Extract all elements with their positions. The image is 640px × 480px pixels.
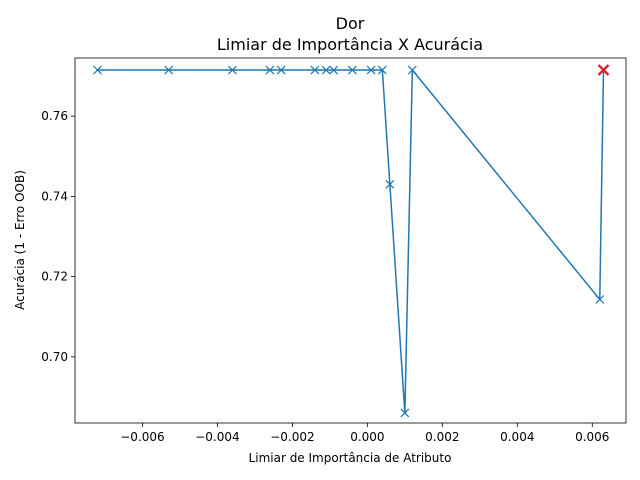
data-point xyxy=(329,65,339,75)
data-point xyxy=(407,65,417,75)
data-point xyxy=(366,65,376,75)
y-tick-label: 0.70 xyxy=(41,350,68,364)
data-point xyxy=(276,65,286,75)
plot-area: −0.006 −0.004 −0.002 0.000 0.002 0.004 0.006 0.… xyxy=(41,57,627,444)
data-point xyxy=(385,179,395,189)
y-tick-label: 0.74 xyxy=(41,189,68,203)
axes-frame xyxy=(74,57,627,424)
data-point xyxy=(93,65,102,75)
x-tick-label: 0.006 xyxy=(575,430,609,444)
data-point xyxy=(310,65,320,75)
y-axis-label: Acurácia (1 - Erro OOB) xyxy=(13,170,27,310)
x-tick-label: −0.004 xyxy=(195,430,239,444)
x-tick-label: 0.004 xyxy=(500,430,534,444)
y-tick-label: 0.72 xyxy=(41,270,68,284)
data-point xyxy=(164,65,174,75)
data-point xyxy=(347,65,357,75)
x-tick-label: 0.000 xyxy=(350,430,384,444)
x-tick-label: 0.002 xyxy=(425,430,459,444)
data-point xyxy=(595,295,605,304)
data-point xyxy=(321,65,331,75)
series-line xyxy=(97,69,605,414)
x-tick-label: −0.002 xyxy=(270,430,314,444)
highlight-point xyxy=(597,64,610,76)
data-point xyxy=(377,65,387,75)
data-point xyxy=(265,65,275,75)
x-tick-label: −0.006 xyxy=(120,430,164,444)
x-axis-label: Limiar de Importância de Atributo xyxy=(249,451,452,465)
data-point xyxy=(400,408,410,418)
chart-title: Dor xyxy=(336,14,365,33)
data-point xyxy=(228,65,237,75)
y-tick-label: 0.76 xyxy=(41,109,68,123)
chart-subtitle: Limiar de Importância X Acurácia xyxy=(217,35,483,54)
